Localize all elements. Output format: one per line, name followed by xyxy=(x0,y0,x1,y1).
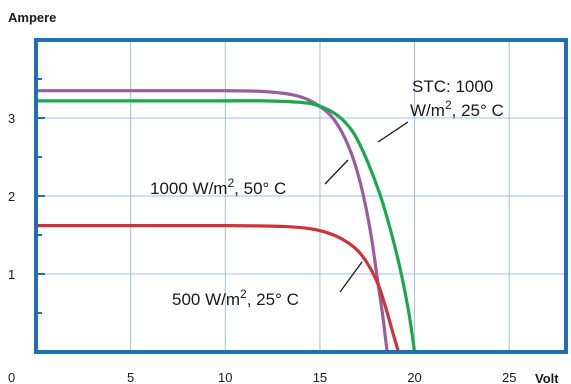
leader-stc xyxy=(377,121,409,143)
x-tick-label-15: 15 xyxy=(313,370,327,384)
y-ticks xyxy=(36,78,45,314)
y-tick-label-2: 2 xyxy=(8,189,15,204)
y-tick-label-3: 3 xyxy=(8,111,15,126)
x-tick-label-25: 25 xyxy=(502,370,516,384)
annotation-half: 500 W/m2, 25° C xyxy=(172,287,299,309)
leader-hot xyxy=(324,159,349,185)
annotation-stc-line2: W/m2, 25° C xyxy=(410,98,504,120)
y-tick-label-1: 1 xyxy=(8,267,15,282)
leader-half xyxy=(339,261,363,293)
curves xyxy=(35,89,417,353)
annotation-stc: STC: 1000 W/m2, 25° C xyxy=(410,77,504,120)
series-line-2 xyxy=(35,223,401,353)
x-tick-label-10: 10 xyxy=(218,370,232,384)
x-tick-label-20: 20 xyxy=(407,370,421,384)
y-axis-title: Ampere xyxy=(8,10,56,25)
x-tick-label-5: 5 xyxy=(127,370,134,384)
series-line-1 xyxy=(36,99,417,353)
annotation-hot: 1000 W/m2, 50° C xyxy=(150,176,286,198)
x-axis-title: Volt xyxy=(535,371,559,384)
series-line-0 xyxy=(35,89,389,353)
annotation-stc-line1: STC: 1000 xyxy=(412,77,493,96)
tick-labels: 0 5 10 15 20 25 1 2 3 xyxy=(8,111,516,384)
x-tick-label-0: 0 xyxy=(8,370,15,384)
